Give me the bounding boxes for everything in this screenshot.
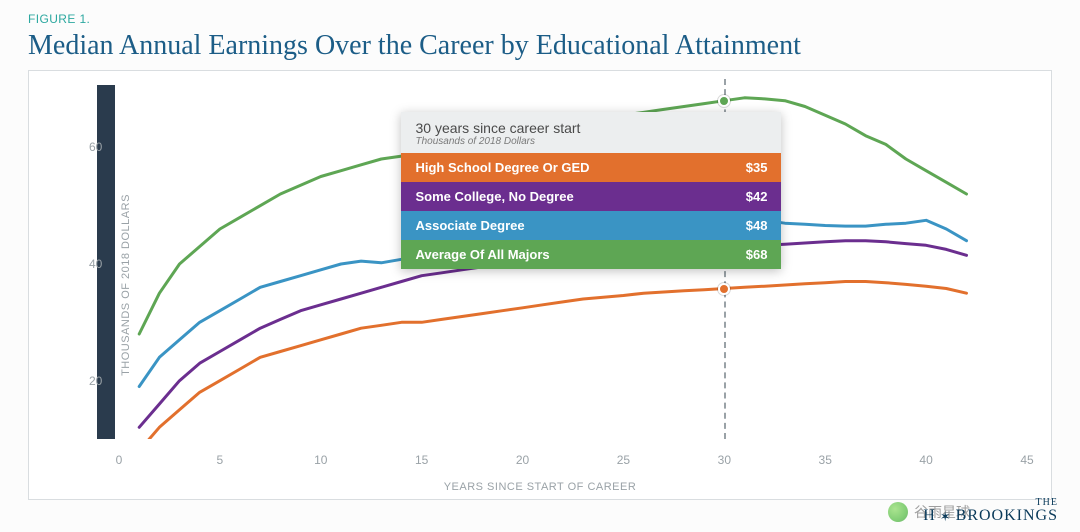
tooltip-row-label: Average Of All Majors — [415, 247, 549, 262]
y-tick: 20 — [89, 374, 102, 388]
tooltip-row-label: High School Degree Or GED — [415, 160, 589, 175]
tooltip-row: Average Of All Majors $68 — [401, 240, 781, 269]
plot-region[interactable]: 20406005101520253035404530 years since c… — [119, 89, 1027, 439]
x-tick: 20 — [516, 453, 529, 467]
watermark-icon — [888, 502, 908, 522]
branding-star-icon: ✶ — [940, 510, 952, 523]
x-tick: 40 — [919, 453, 932, 467]
tooltip-header-main: 30 years since career start — [415, 120, 767, 136]
tooltip-row-label: Associate Degree — [415, 218, 524, 233]
tooltip-row: Some College, No Degree $42 — [401, 182, 781, 211]
hover-marker — [718, 95, 730, 107]
x-axis-label: YEARS SINCE START OF CAREER — [444, 481, 637, 493]
tooltip-row: Associate Degree $48 — [401, 211, 781, 240]
x-tick: 15 — [415, 453, 428, 467]
x-tick: 5 — [217, 453, 224, 467]
figure-label: FIGURE 1. — [28, 12, 1052, 26]
figure-container: FIGURE 1. Median Annual Earnings Over th… — [0, 0, 1080, 532]
branding: THE H ✶ BROOKINGS — [923, 498, 1058, 524]
y-tick: 60 — [89, 140, 102, 154]
chart-title: Median Annual Earnings Over the Career b… — [28, 30, 1052, 62]
tooltip-row-value: $48 — [746, 218, 768, 233]
x-tick: 45 — [1020, 453, 1033, 467]
branding-line2b: BROOKINGS — [956, 508, 1058, 524]
tooltip-header: 30 years since career startThousands of … — [401, 112, 781, 153]
tooltip-row-label: Some College, No Degree — [415, 189, 573, 204]
x-tick: 25 — [617, 453, 630, 467]
y-tick: 40 — [89, 257, 102, 271]
tooltip-row: High School Degree Or GED $35 — [401, 153, 781, 182]
chart-area: THOUSANDS OF 2018 DOLLARS YEARS SINCE ST… — [28, 70, 1052, 500]
x-tick: 35 — [819, 453, 832, 467]
x-tick: 0 — [116, 453, 123, 467]
tooltip-row-value: $42 — [746, 189, 768, 204]
x-tick: 30 — [718, 453, 731, 467]
branding-line2a: H — [923, 508, 936, 524]
tooltip-row-value: $68 — [746, 247, 768, 262]
series-line — [139, 282, 966, 440]
tooltip-row-value: $35 — [746, 160, 768, 175]
hover-marker — [718, 283, 730, 295]
chart-tooltip: 30 years since career startThousands of … — [401, 112, 781, 269]
x-tick: 10 — [314, 453, 327, 467]
tooltip-header-sub: Thousands of 2018 Dollars — [415, 136, 767, 147]
